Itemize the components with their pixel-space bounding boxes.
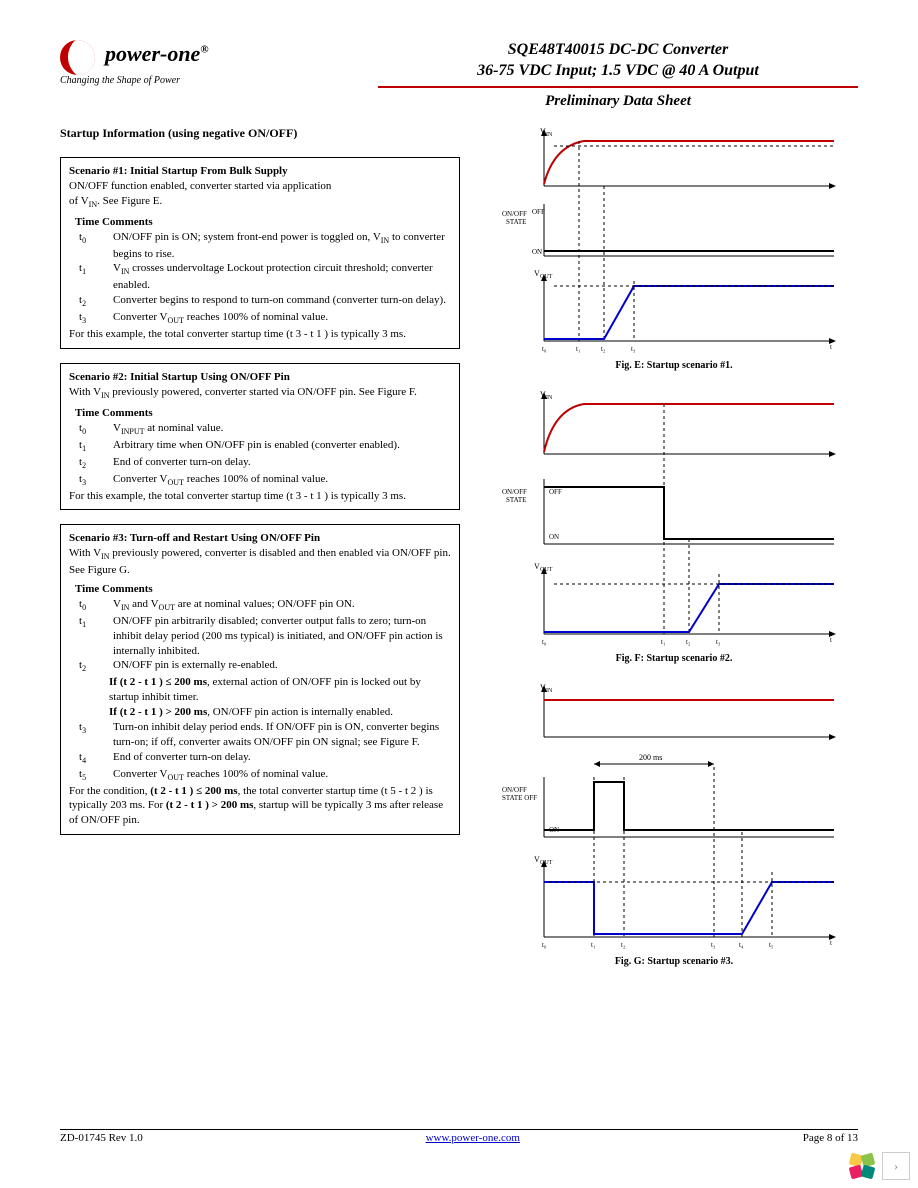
footer-link[interactable]: www.power-one.com xyxy=(426,1132,520,1144)
scenario-3-footer: For the condition, (t 2 - t 1 ) ≤ 200 ms… xyxy=(69,784,451,829)
svg-text:IN: IN xyxy=(546,132,553,138)
page-number: Page 8 of 13 xyxy=(803,1132,858,1144)
svg-text:t₃: t₃ xyxy=(631,345,636,353)
svg-text:t: t xyxy=(830,939,832,947)
table-row: t0VIN and VOUT are at nominal values; ON… xyxy=(79,597,451,614)
title-line-1: SQE48T40015 DC-DC Converter xyxy=(378,40,858,61)
table-row: t3Converter VOUT reaches 100% of nominal… xyxy=(79,472,451,489)
figure-e-svg: VIN ON/OFFSTATE OFF ON xyxy=(494,126,854,356)
table-row: t1Arbitrary time when ON/OFF pin is enab… xyxy=(79,438,451,455)
svg-text:t₁: t₁ xyxy=(661,638,665,646)
scenario-3-box: Scenario #3: Turn-off and Restart Using … xyxy=(60,524,460,835)
svg-text:t₃: t₃ xyxy=(716,638,721,646)
condition-2: If (t 2 - t 1 ) > 200 ms, ON/OFF pin act… xyxy=(109,705,451,720)
next-page-button[interactable]: › xyxy=(882,1152,910,1180)
time-comments-head: Time Comments xyxy=(75,215,451,230)
section-title: Startup Information (using negative ON/O… xyxy=(60,126,460,141)
table-row: t1VIN crosses undervoltage Lockout prote… xyxy=(79,261,451,293)
svg-text:OFF: OFF xyxy=(549,488,562,496)
svg-text:t₂: t₂ xyxy=(686,638,691,646)
scenario-2-title: Scenario #2: Initial Startup Using ON/OF… xyxy=(69,370,451,385)
svg-text:t₀: t₀ xyxy=(542,345,547,353)
figure-f-svg: VIN ON/OFFSTATE OFF ON xyxy=(494,389,854,649)
logo-text: power-one® xyxy=(105,41,209,66)
table-row: t3Converter VOUT reaches 100% of nominal… xyxy=(79,310,451,327)
svg-text:t₃: t₃ xyxy=(711,941,716,949)
svg-text:t₀: t₀ xyxy=(542,941,547,949)
figure-f-caption: Fig. F: Startup scenario #2. xyxy=(494,653,854,664)
svg-text:STATE: STATE xyxy=(506,496,526,504)
logo-swoosh-icon xyxy=(60,40,95,75)
svg-text:t₄: t₄ xyxy=(739,941,744,949)
svg-text:t₁: t₁ xyxy=(591,941,595,949)
page-footer: ZD-01745 Rev 1.0 www.power-one.com Page … xyxy=(60,1129,858,1144)
table-row: t2Converter begins to respond to turn-on… xyxy=(79,293,451,310)
svg-text:ON: ON xyxy=(549,533,559,541)
svg-text:t₂: t₂ xyxy=(601,345,606,353)
table-row: t3Turn-on inhibit delay period ends. If … xyxy=(79,720,451,750)
svg-text:ON/OFF: ON/OFF xyxy=(502,210,527,218)
scenario-2-footer: For this example, the total converter st… xyxy=(69,489,451,504)
svg-text:ON/OFF: ON/OFF xyxy=(502,786,527,794)
logo-tagline: Changing the Shape of Power xyxy=(60,75,209,86)
pinwheel-icon[interactable] xyxy=(848,1152,876,1180)
header-rule xyxy=(378,86,858,88)
table-row: t5Converter VOUT reaches 100% of nominal… xyxy=(79,767,451,784)
svg-text:STATE OFF: STATE OFF xyxy=(502,794,537,802)
chevron-right-icon: › xyxy=(894,1159,898,1174)
table-row: t1ON/OFF pin arbitrarily disabled; conve… xyxy=(79,614,451,659)
svg-text:t: t xyxy=(830,343,832,351)
scenario-1-intro: ON/OFF function enabled, converter start… xyxy=(69,179,451,211)
logo: power-one® Changing the Shape of Power xyxy=(60,40,209,86)
table-row: t2ON/OFF pin is externally re-enabled. xyxy=(79,658,451,675)
svg-text:IN: IN xyxy=(546,395,553,401)
table-row: t0VINPUT at nominal value. xyxy=(79,421,451,438)
page-header: power-one® Changing the Shape of Power S… xyxy=(60,40,858,86)
header-titles: SQE48T40015 DC-DC Converter 36-75 VDC In… xyxy=(378,40,858,111)
corner-widget: › xyxy=(848,1152,910,1180)
table-row: t2End of converter turn-on delay. xyxy=(79,455,451,472)
svg-text:t₁: t₁ xyxy=(576,345,580,353)
svg-text:IN: IN xyxy=(546,688,553,694)
svg-text:t₂: t₂ xyxy=(621,941,626,949)
scenario-1-footer: For this example, the total converter st… xyxy=(69,327,451,342)
svg-text:t₀: t₀ xyxy=(542,638,547,646)
svg-text:t: t xyxy=(830,636,832,644)
figure-e-caption: Fig. E: Startup scenario #1. xyxy=(494,360,854,371)
figure-g-caption: Fig. G: Startup scenario #3. xyxy=(494,956,854,967)
svg-text:t₅: t₅ xyxy=(769,941,774,949)
scenario-1-title: Scenario #1: Initial Startup From Bulk S… xyxy=(69,164,451,179)
svg-text:STATE: STATE xyxy=(506,218,526,226)
subtitle: Preliminary Data Sheet xyxy=(378,92,858,112)
figure-g-svg: VIN 200 ms ON/OFFSTATE OFF xyxy=(494,682,854,952)
condition-1: If (t 2 - t 1 ) ≤ 200 ms, external actio… xyxy=(109,675,451,705)
table-row: t0ON/OFF pin is ON; system front-end pow… xyxy=(79,230,451,262)
time-comments-head: Time Comments xyxy=(75,406,451,421)
figure-f: VIN ON/OFFSTATE OFF ON xyxy=(494,389,854,664)
figure-g: VIN 200 ms ON/OFFSTATE OFF xyxy=(494,682,854,967)
table-row: t4End of converter turn-on delay. xyxy=(79,750,451,767)
figure-e: VIN ON/OFFSTATE OFF ON xyxy=(494,126,854,371)
svg-text:ON: ON xyxy=(532,248,542,256)
scenario-3-intro: With VIN previously powered, converter i… xyxy=(69,546,451,578)
scenario-2-intro: With VIN previously powered, converter s… xyxy=(69,385,451,402)
svg-text:OFF: OFF xyxy=(532,208,545,216)
svg-text:200 ms: 200 ms xyxy=(639,753,662,762)
scenario-1-box: Scenario #1: Initial Startup From Bulk S… xyxy=(60,157,460,349)
doc-ref: ZD-01745 Rev 1.0 xyxy=(60,1132,143,1144)
svg-text:ON/OFF: ON/OFF xyxy=(502,488,527,496)
time-comments-head: Time Comments xyxy=(75,582,451,597)
title-line-2: 36-75 VDC Input; 1.5 VDC @ 40 A Output xyxy=(378,61,858,82)
scenario-2-box: Scenario #2: Initial Startup Using ON/OF… xyxy=(60,363,460,510)
scenario-3-title: Scenario #3: Turn-off and Restart Using … xyxy=(69,531,451,546)
